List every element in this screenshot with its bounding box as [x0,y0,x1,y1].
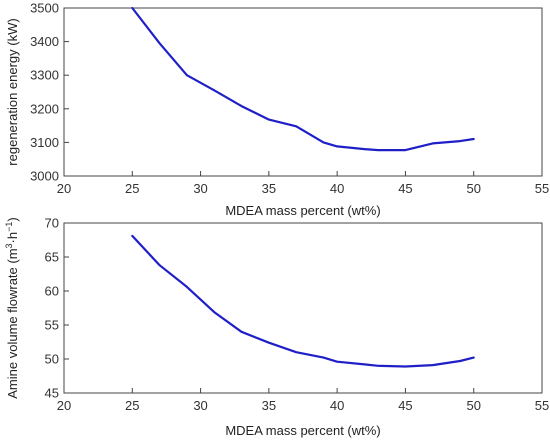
y-tick-label: 65 [45,250,59,265]
x-tick-label: 55 [535,181,549,196]
x-tick-label: 30 [193,398,207,413]
plot-frame [63,7,543,177]
x-tick-label: 55 [535,398,549,413]
x-tick-label: 25 [125,398,139,413]
y-tick-label: 50 [45,352,59,367]
y-tick-label: 3300 [30,68,59,83]
x-tick-label: 30 [193,181,207,196]
y-tick-label: 60 [45,284,59,299]
y-axis-title: Amine volume flowrate (m3·h−1) [4,217,20,398]
series-lines [131,6,475,152]
y-tick-label: 3400 [30,34,59,49]
x-tick-label: 40 [330,398,344,413]
x-tick-label: 50 [466,398,480,413]
y-tick-label: 70 [45,216,59,231]
x-tick-label: 25 [125,181,139,196]
x-tick-label: 20 [57,398,71,413]
x-axis-title: MDEA mass percent (wt%) [225,423,380,438]
x-axis-ticks: 20 25 30 35 40 45 50 55 [57,388,549,413]
x-tick-label: 20 [57,181,71,196]
plot-frame [63,222,543,394]
y-tick-label: 3200 [30,101,59,116]
x-tick-label: 50 [466,181,480,196]
x-axis-title: MDEA mass percent (wt%) [225,203,380,218]
y-axis-ticks: 3000 3100 3200 3300 3400 3500 [30,1,69,184]
amine-flowrate-chart: 20 25 30 35 40 45 50 55 45 50 55 60 65 70 MDEA mass … [4,216,549,439]
y-axis-title: regeneration energy (kW) [5,18,20,165]
x-tick-label: 35 [262,181,276,196]
y-tick-label: 55 [45,318,59,333]
y-tick-label: 3500 [30,1,59,16]
y-axis-ticks: 45 50 55 60 65 70 [45,216,69,401]
series-line [131,234,475,368]
x-tick-label: 45 [398,398,412,413]
y-tick-label: 3100 [30,135,59,150]
x-tick-label: 45 [398,181,412,196]
series-line [131,6,475,152]
y-tick-label: 45 [45,386,59,401]
x-tick-label: 40 [330,181,344,196]
series-lines [131,234,475,368]
x-axis-ticks: 20 25 30 35 40 45 50 55 [57,171,549,196]
x-tick-label: 35 [262,398,276,413]
y-tick-label: 3000 [30,169,59,184]
regeneration-energy-chart: 20 25 30 35 40 45 50 55 3000 3100 3200 3300 3400 350… [5,1,549,219]
